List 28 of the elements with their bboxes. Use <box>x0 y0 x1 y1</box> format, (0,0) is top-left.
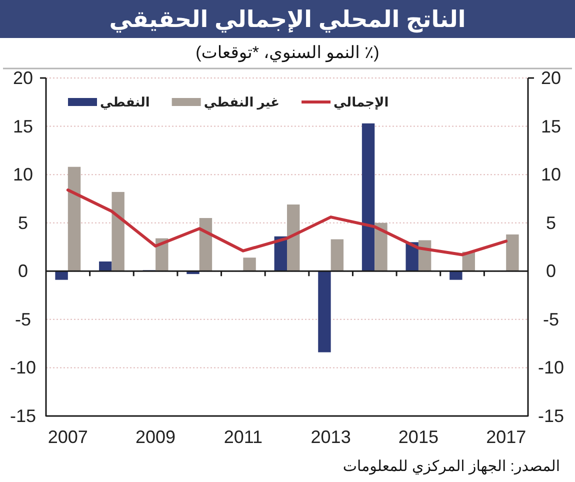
y-tick-label: -10 <box>10 358 36 378</box>
legend-label: الإجمالي <box>334 94 389 110</box>
y2-tick-label: 0 <box>546 261 556 282</box>
y2-tick-label: 15 <box>540 116 562 136</box>
legend-label: النفطي <box>100 94 150 110</box>
y2-tick-label: -10 <box>538 358 564 378</box>
y-tick-label: 20 <box>12 68 34 88</box>
y2-tick-label: 20 <box>540 68 562 88</box>
y2-tick-label: 10 <box>540 164 562 185</box>
x-tick-label: 2017 <box>486 427 526 447</box>
y2-tick-label: 5 <box>546 212 556 233</box>
x-tick-label: 2015 <box>398 427 438 447</box>
x-tick-label: 2009 <box>136 427 176 447</box>
y-tick-label: -15 <box>10 406 36 426</box>
x-tick-label: 2007 <box>48 427 88 447</box>
y2-tick-label: -15 <box>538 406 564 426</box>
y-tick-label: 5 <box>18 212 28 233</box>
y-tick-label: 10 <box>12 164 34 185</box>
x-tick-label: 2013 <box>310 427 351 447</box>
chart-subtitle: (٪ النمو السنوي، *توقعات) <box>196 43 380 63</box>
y2-tick-label: -5 <box>542 309 560 330</box>
chart-title: الناتج المحلي الإجمالي الحقيقي <box>109 6 466 33</box>
legend-label: غير النفطي <box>204 94 280 110</box>
x-tick-label: 2011 <box>224 427 263 447</box>
text: المصدر: الجهاز المركزي للمعلومات <box>342 458 560 475</box>
y-tick-label: 0 <box>18 261 28 282</box>
y-tick-label: -5 <box>14 309 32 330</box>
y-tick-label: 15 <box>12 116 34 136</box>
